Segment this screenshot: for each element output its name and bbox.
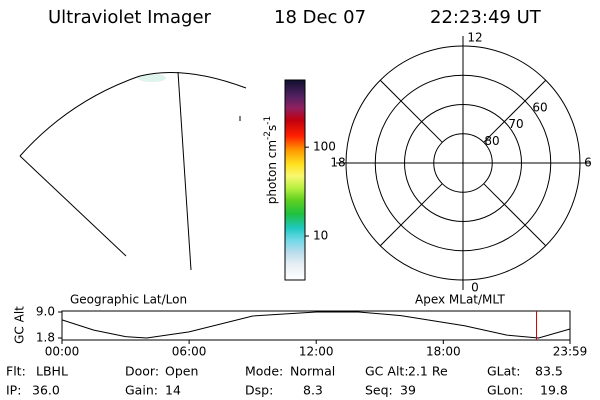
strip-right-label: Apex MLat/MLT xyxy=(415,293,505,307)
field-label: GLat: xyxy=(487,364,520,379)
field-value: Open xyxy=(165,364,198,379)
strip-frame xyxy=(61,310,571,341)
map-edge xyxy=(19,75,141,157)
date: 18 Dec 07 xyxy=(274,7,366,28)
header: Ultraviolet Imager 18 Dec 07 22:23:49 UT xyxy=(48,7,542,28)
polar-plot: 80 70 60 0 6 12 18 xyxy=(330,31,591,295)
strip-left-label: Geographic Lat/Lon xyxy=(70,293,187,307)
altitude-strip: Geographic Lat/Lon Apex MLat/MLT GC Alt … xyxy=(13,293,588,359)
field-value: LBHL xyxy=(36,364,68,379)
mlt-label: 12 xyxy=(467,31,482,45)
units-exp: -2 xyxy=(263,131,273,140)
lat-label: 60 xyxy=(532,100,547,114)
field-value: Normal xyxy=(290,364,335,379)
y-tick-label: 1.8 xyxy=(36,331,55,345)
x-tick-label: 06:00 xyxy=(172,345,207,359)
field-label: GLon: xyxy=(487,383,523,398)
field-label: Gain: xyxy=(125,383,158,398)
meridian xyxy=(177,71,192,271)
field-value: 36.0 xyxy=(32,383,60,398)
field-label: Mode: xyxy=(245,364,283,379)
mlt-label: 18 xyxy=(330,156,345,170)
field-value: 19.8 xyxy=(540,383,568,398)
field-label: Dsp: xyxy=(245,383,273,398)
lat-label: 80 xyxy=(484,134,499,148)
colorbar-tick-label: 10 xyxy=(313,229,328,243)
field-value: 2.1 Re xyxy=(408,364,448,379)
field-value: 8.3 xyxy=(303,383,323,398)
x-tick-label: 23:59 xyxy=(553,345,588,359)
field-label: Door: xyxy=(125,364,159,379)
colorbar-tick-label: 100 xyxy=(313,140,336,154)
field-label: IP: xyxy=(6,383,21,398)
units-exp: -1 xyxy=(263,116,273,125)
colorbar-scale xyxy=(284,79,306,281)
field-value: 39 xyxy=(400,383,416,398)
geographic-map xyxy=(19,71,247,271)
colorbar-units: photon cm-2s-1 xyxy=(263,116,279,205)
faint-emission xyxy=(138,74,166,82)
field-label: Seq: xyxy=(365,383,393,398)
x-tick-label: 18:00 xyxy=(426,345,461,359)
field-value: 14 xyxy=(165,383,181,398)
map-edge xyxy=(139,71,247,89)
time: 22:23:49 UT xyxy=(430,7,542,28)
diagonal xyxy=(379,79,443,143)
diagonal xyxy=(483,183,547,247)
lat-label: 70 xyxy=(508,117,523,131)
field-label: GC Alt: xyxy=(365,364,409,379)
field-value: 83.5 xyxy=(535,364,563,379)
diagonal xyxy=(483,79,547,143)
mlt-label: 0 xyxy=(471,281,479,295)
map-edge xyxy=(19,155,127,257)
footer: Flt: LBHL Door: Open Mode: Normal GC Alt: 2.1 R… xyxy=(6,364,568,398)
units-base: photon cm xyxy=(265,140,279,204)
y-tick-label: 9.0 xyxy=(36,305,55,319)
units-mid: s xyxy=(265,125,279,131)
colorbar: photon cm-2s-1 10 100 xyxy=(263,79,336,281)
diagonal xyxy=(379,183,443,247)
mlt-label: 6 xyxy=(584,156,592,170)
x-tick-label: 12:00 xyxy=(299,345,334,359)
altitude-curve xyxy=(61,311,571,339)
field-label: Flt: xyxy=(6,364,26,379)
strip-ylabel: GC Alt xyxy=(13,306,27,344)
title: Ultraviolet Imager xyxy=(48,7,212,28)
x-tick-label: 00:00 xyxy=(45,345,80,359)
